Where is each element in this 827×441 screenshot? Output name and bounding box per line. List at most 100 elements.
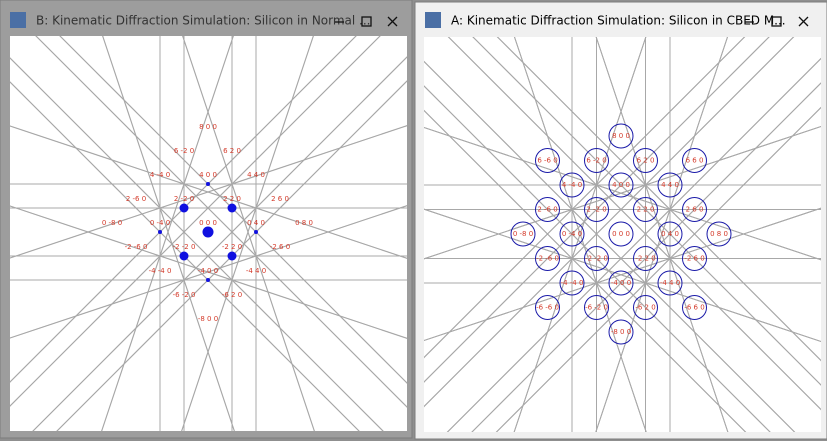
cbed-disk: [535, 295, 560, 320]
cbed-disk: [682, 148, 707, 173]
kikuchi-line: [10, 36, 381, 407]
kikuchi-line: [447, 37, 821, 411]
kikuchi-line: [424, 207, 821, 342]
diffraction-spot: [206, 278, 210, 282]
kikuchi-line: [424, 60, 796, 432]
kikuchi-line: [446, 57, 821, 432]
kikuchi-line: [424, 37, 746, 359]
cbed-disk: [608, 270, 634, 296]
window-title: A: Kinematic Diffraction Simulation: Sil…: [451, 14, 786, 28]
cbed-disk: [584, 148, 609, 173]
reflection-label: 0 4 0: [247, 219, 265, 227]
reflection-label: 2 -6 0: [126, 195, 146, 203]
reflection-label: -8 0 0: [611, 328, 631, 336]
reflection-label: -6 6 0: [684, 304, 704, 312]
reflection-label: -6 2 0: [635, 304, 655, 312]
reflection-label: 4 4 0: [661, 181, 679, 189]
reflection-label: 6 -6 0: [537, 157, 557, 165]
diffraction-spot: [179, 251, 189, 261]
reflection-label: 0 -8 0: [513, 230, 533, 238]
reflection-label: -2 -6 0: [125, 243, 148, 251]
reflection-label: 4 4 0: [247, 171, 265, 179]
reflection-label: 6 -2 0: [174, 147, 194, 155]
reflection-label: -4 4 0: [660, 279, 680, 287]
reflection-label: -2 -2 0: [173, 243, 196, 251]
reflection-label: 2 -2 0: [586, 206, 606, 214]
kikuchi-line: [424, 37, 795, 408]
cbed-disk: [608, 319, 634, 345]
kikuchi-line: [10, 125, 407, 259]
window-controls[interactable]: [745, 16, 809, 27]
cbed-disk: [535, 197, 560, 222]
diffraction-spot: [227, 251, 237, 261]
reflection-label: 2 -6 0: [537, 206, 557, 214]
reflection-label: 8 0 0: [612, 132, 630, 140]
cbed-disk: [535, 148, 560, 173]
pattern-area: [424, 37, 821, 432]
reflection-label: 4 0 0: [199, 171, 217, 179]
reflection-label: 0 -4 0: [562, 230, 582, 238]
cbed-disk: [633, 148, 658, 173]
reflection-label: -8 0 0: [198, 315, 218, 323]
cbed-disk: [657, 221, 683, 247]
cbed-disk: [682, 246, 707, 271]
reflection-label: -6 -6 0: [536, 304, 559, 312]
kikuchi-line: [471, 82, 821, 432]
cbed-disk: [633, 295, 658, 320]
reflection-label: 0 8 0: [710, 230, 728, 238]
app-icon: [425, 12, 441, 28]
reflection-label: 8 0 0: [199, 123, 217, 131]
kikuchi-line: [424, 208, 821, 343]
kikuchi-line: [424, 37, 770, 383]
reflection-label: -2 -2 0: [585, 255, 608, 263]
diffraction-spot: [254, 230, 258, 234]
reflection-label: -2 -6 0: [536, 255, 559, 263]
kikuchi-line: [424, 126, 821, 261]
cbed-disk: [559, 221, 585, 247]
kikuchi-line: [10, 205, 407, 339]
reflection-label: -2 6 0: [270, 243, 290, 251]
cbed-disk: [608, 172, 634, 198]
window-b: B: Kinematic Diffraction Simulation: Sil…: [0, 0, 413, 439]
cbed-disk: [559, 270, 585, 296]
window-a: A: Kinematic Diffraction Simulation: Sil…: [414, 1, 827, 440]
reflection-label: 0 4 0: [661, 230, 679, 238]
cbed-disk: [608, 221, 634, 247]
cbed-disk: [510, 221, 536, 247]
kikuchi-line: [35, 36, 407, 408]
kikuchi-line: [496, 37, 821, 362]
reflection-label: 2 6 0: [686, 206, 704, 214]
kikuchi-line: [10, 205, 407, 339]
diffraction-spot: [202, 226, 214, 238]
reflection-label: 6 -2 0: [586, 157, 606, 165]
kikuchi-line: [10, 57, 384, 431]
reflection-label: -4 -4 0: [149, 267, 172, 275]
reflection-label: 2 -2 0: [174, 195, 194, 203]
cbed-disk: [657, 270, 683, 296]
cbed-disk: [584, 295, 609, 320]
kikuchi-line: [424, 125, 821, 260]
reflection-label: -6 -2 0: [173, 291, 196, 299]
reflection-label: 2 2 0: [223, 195, 241, 203]
reflection-label: -2 6 0: [684, 255, 704, 263]
reflection-label: 6 6 0: [686, 157, 704, 165]
cbed-disk: [584, 197, 609, 222]
reflection-label: -2 2 0: [635, 255, 655, 263]
reflection-label: -4 -4 0: [561, 279, 584, 287]
reflection-label: 0 0 0: [612, 230, 630, 238]
cbed-disk: [657, 172, 683, 198]
kikuchi-line: [424, 109, 747, 432]
reflection-label: -6 -2 0: [585, 304, 608, 312]
reflection-label: 6 2 0: [637, 157, 655, 165]
reflection-label: 0 0 0: [199, 219, 217, 227]
diffraction-spot: [227, 203, 237, 213]
diffraction-spot: [179, 203, 189, 213]
cbed-disk: [633, 246, 658, 271]
kikuchi-line: [32, 56, 407, 431]
reflection-label: 2 2 0: [637, 206, 655, 214]
kikuchi-line: [10, 125, 407, 259]
window-controls[interactable]: [335, 16, 398, 27]
cbed-disk: [608, 123, 634, 149]
reflection-label: 0 8 0: [295, 219, 313, 227]
reflection-label: -4 0 0: [611, 279, 631, 287]
